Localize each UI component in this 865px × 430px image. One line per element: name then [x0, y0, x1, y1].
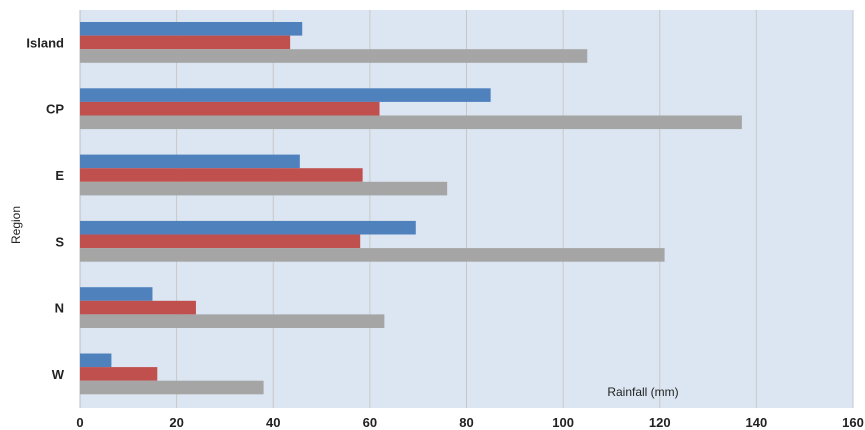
x-tick-label: 60 — [363, 415, 377, 430]
x-tick-label: 80 — [459, 415, 473, 430]
bar-n-series-2 — [80, 300, 196, 315]
bar-e-series-1 — [80, 154, 300, 169]
bar-n-series-1 — [80, 287, 153, 301]
bar-cp-series-3 — [80, 115, 742, 130]
x-tick-label: 20 — [169, 415, 183, 430]
category-label: W — [52, 367, 65, 382]
category-label: Island — [26, 35, 64, 50]
bar-e-series-2 — [80, 168, 363, 182]
bar-island-series-3 — [80, 49, 588, 63]
x-tick-label: 140 — [746, 415, 768, 430]
bar-s-series-1 — [80, 220, 416, 235]
x-tick-label: 100 — [552, 415, 574, 430]
category-label: N — [55, 301, 64, 316]
bar-cp-series-2 — [80, 101, 380, 116]
x-tick-label: 160 — [842, 415, 864, 430]
gridlines — [79, 10, 854, 408]
bar-island-series-1 — [80, 22, 303, 36]
bar-island-series-2 — [80, 35, 291, 50]
x-tick-label: 120 — [649, 415, 671, 430]
category-label: E — [55, 168, 64, 183]
category-labels: Island CP E S N W — [26, 35, 65, 382]
bar-w-series-3 — [80, 380, 264, 395]
bar-w-series-2 — [80, 367, 158, 381]
bar-s-series-3 — [80, 248, 665, 262]
x-axis-title: Rainfall (mm) — [607, 385, 678, 399]
y-axis-title: Region — [9, 206, 23, 244]
bar-cp-series-1 — [80, 88, 491, 102]
bar-e-series-3 — [80, 181, 448, 196]
x-tick-labels: 0 20 40 60 80 100 120 140 160 — [76, 415, 863, 430]
bars-group — [80, 22, 742, 395]
bar-s-series-2 — [80, 234, 361, 249]
category-label: CP — [46, 102, 64, 117]
x-tick-label: 0 — [76, 415, 83, 430]
bar-n-series-3 — [80, 314, 385, 328]
bar-w-series-1 — [80, 353, 112, 368]
x-tick-label: 40 — [266, 415, 280, 430]
category-label: S — [55, 234, 64, 249]
